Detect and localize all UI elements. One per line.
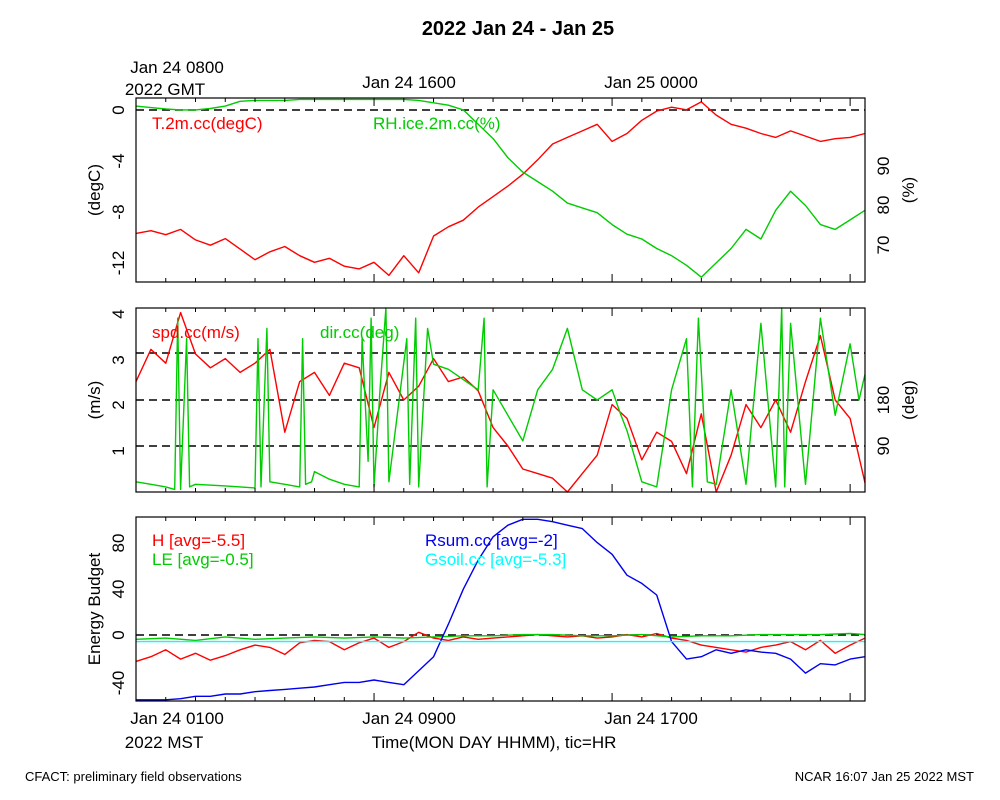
top-time-label-0000: Jan 25 0000 xyxy=(604,73,698,92)
bottom-time-label-0900: Jan 24 0900 xyxy=(362,709,456,728)
y-axis-label-ms: (m/s) xyxy=(85,381,104,420)
wind-ticks xyxy=(135,308,851,492)
ytick-minus8: -8 xyxy=(109,204,128,219)
x-axis-label: Time(MON DAY HHMM), tic=HR xyxy=(372,733,617,752)
top-timezone-label: 2022 GMT xyxy=(125,80,205,99)
ytick-0: 0 xyxy=(109,630,128,639)
y-axis-label-degc: (degC) xyxy=(85,164,104,216)
panel-frame xyxy=(135,307,866,493)
footer-left: CFACT: preliminary field observations xyxy=(25,769,242,784)
energy-budget-ticks xyxy=(135,517,851,701)
legend-speed: spd.cc(m/s) xyxy=(152,323,240,342)
y-axis-label-deg: (deg) xyxy=(899,380,918,420)
panel-energy-budget: H [avg=-5.5] LE [avg=-0.5] Rsum.cc [avg=… xyxy=(85,516,866,702)
ytick-right-180: 180 xyxy=(874,386,893,414)
ytick-40: 40 xyxy=(109,580,128,599)
ytick-0: 0 xyxy=(109,105,128,114)
temperature-humidity-ticks xyxy=(135,98,851,282)
temperature-humidity-series xyxy=(135,98,866,278)
wind-series xyxy=(135,307,866,493)
series-line-1-1 xyxy=(135,307,866,491)
bottom-time-label-1700: Jan 24 1700 xyxy=(604,709,698,728)
ytick-right-90: 90 xyxy=(874,437,893,456)
panel-temperature-humidity: T.2m.cc(degC) RH.ice.2m.cc(%) 0 -4 -8 -1… xyxy=(85,97,918,283)
ytick-minus4: -4 xyxy=(109,153,128,168)
ytick-minus40: -40 xyxy=(109,671,128,696)
series-line-2-2 xyxy=(136,518,866,701)
legend-sensible-heat: H [avg=-5.5] xyxy=(152,531,245,550)
ytick-right-70: 70 xyxy=(874,236,893,255)
panel-frame xyxy=(135,516,866,702)
ytick-80: 80 xyxy=(109,534,128,553)
panel-wind: spd.cc(m/s) dir.cc(deg) 4 3 2 1 (m/s) 18… xyxy=(85,307,918,493)
series-line-2-0 xyxy=(135,631,866,663)
chart-title: 2022 Jan 24 - Jan 25 xyxy=(422,18,614,40)
ytick-minus12: -12 xyxy=(109,251,128,276)
ytick-4: 4 xyxy=(109,309,128,318)
legend-ground-heat: Gsoil.cc [avg=-5.3] xyxy=(425,550,566,569)
series-line-2-1 xyxy=(135,632,866,642)
ytick-3: 3 xyxy=(109,355,128,364)
y-axis-label-energy-budget: Energy Budget xyxy=(85,552,104,665)
footer-right: NCAR 16:07 Jan 25 2022 MST xyxy=(795,769,974,784)
top-time-label-1600: Jan 24 1600 xyxy=(362,73,456,92)
ytick-2: 2 xyxy=(109,400,128,409)
legend-latent-heat: LE [avg=-0.5] xyxy=(152,550,254,569)
ytick-right-80: 80 xyxy=(874,196,893,215)
top-time-label-0800: Jan 24 0800 xyxy=(130,58,224,77)
series-line-0-1 xyxy=(135,98,866,278)
panel-frame xyxy=(135,97,866,283)
energy-budget-series xyxy=(135,518,866,701)
legend-humidity: RH.ice.2m.cc(%) xyxy=(373,114,501,133)
bottom-time-label-0100: Jan 24 0100 xyxy=(130,709,224,728)
legend-direction: dir.cc(deg) xyxy=(320,323,399,342)
series-line-0-0 xyxy=(135,101,866,277)
bottom-timezone-label: 2022 MST xyxy=(125,733,203,752)
ytick-right-90: 90 xyxy=(874,157,893,176)
y-axis-label-percent: (%) xyxy=(899,177,918,203)
ytick-1: 1 xyxy=(109,446,128,455)
legend-radiation-sum: Rsum.cc [avg=-2] xyxy=(425,531,558,550)
legend-temperature: T.2m.cc(degC) xyxy=(152,114,263,133)
